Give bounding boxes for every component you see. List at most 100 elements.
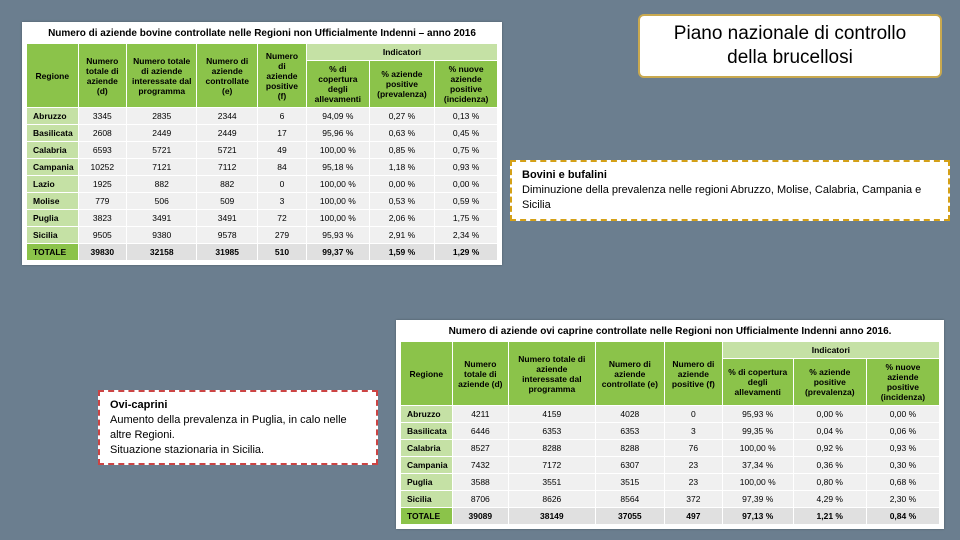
- table-ovicaprine-title: Numero di aziende ovi caprine controllat…: [400, 324, 940, 341]
- table-cell: 2,06 %: [369, 210, 435, 227]
- table-row: Abruzzo334528352344694,09 %0,27 %0,13 %: [27, 108, 498, 125]
- table-cell: 0,59 %: [435, 193, 498, 210]
- table-cell: 17: [257, 125, 306, 142]
- table-cell: 3: [257, 193, 306, 210]
- table-cell: 9380: [127, 227, 197, 244]
- table-cell: 3345: [78, 108, 126, 125]
- table-cell: 2,34 %: [435, 227, 498, 244]
- table-cell: 510: [257, 244, 306, 261]
- row-label: Abruzzo: [401, 406, 453, 423]
- table-cell: 6353: [509, 423, 596, 440]
- row-label: Calabria: [401, 440, 453, 457]
- table-cell: 99,37 %: [306, 244, 369, 261]
- table-cell: 94,09 %: [306, 108, 369, 125]
- table-cell: 95,18 %: [306, 159, 369, 176]
- table-cell: 4,29 %: [793, 491, 866, 508]
- table-cell: 8288: [595, 440, 664, 457]
- table-row: TOTALE39089381493705549797,13 %1,21 %0,8…: [401, 508, 940, 525]
- table-cell: 3491: [197, 210, 258, 227]
- table-cell: 0,80 %: [793, 474, 866, 491]
- table-cell: 0,63 %: [369, 125, 435, 142]
- table-cell: 0,27 %: [369, 108, 435, 125]
- table-cell: 372: [665, 491, 723, 508]
- table-cell: 6353: [595, 423, 664, 440]
- table-cell: 1925: [78, 176, 126, 193]
- table-cell: 2449: [127, 125, 197, 142]
- table-cell: 0,00 %: [866, 406, 939, 423]
- table-cell: 1,29 %: [435, 244, 498, 261]
- table-cell: 100,00 %: [722, 474, 793, 491]
- table-row: Basilicata644663536353399,35 %0,04 %0,06…: [401, 423, 940, 440]
- col-header-group: Indicatori: [722, 342, 939, 359]
- note-bovini: Bovini e bufalini Diminuzione della prev…: [510, 160, 950, 221]
- table-cell: 10252: [78, 159, 126, 176]
- table-row: Puglia38233491349172100,00 %2,06 %1,75 %: [27, 210, 498, 227]
- note-bovini-body: Diminuzione della prevalenza nelle regio…: [522, 183, 938, 213]
- table-cell: 497: [665, 508, 723, 525]
- row-label: Puglia: [401, 474, 453, 491]
- table-cell: 0,45 %: [435, 125, 498, 142]
- table-cell: 8288: [509, 440, 596, 457]
- col-header: Regione: [401, 342, 453, 406]
- table-cell: 0,00 %: [435, 176, 498, 193]
- row-label: Campania: [401, 457, 453, 474]
- table-cell: 32158: [127, 244, 197, 261]
- table-row: Sicilia87068626856437297,39 %4,29 %2,30 …: [401, 491, 940, 508]
- row-label: Sicilia: [27, 227, 79, 244]
- table-cell: 39089: [452, 508, 508, 525]
- table-cell: 97,39 %: [722, 491, 793, 508]
- table-cell: 49: [257, 142, 306, 159]
- row-label: Lazio: [27, 176, 79, 193]
- table-cell: 100,00 %: [306, 193, 369, 210]
- table-cell: 38149: [509, 508, 596, 525]
- table-cell: 9578: [197, 227, 258, 244]
- table-cell: 0,85 %: [369, 142, 435, 159]
- table-cell: 37,34 %: [722, 457, 793, 474]
- table-cell: 4159: [509, 406, 596, 423]
- table-row: Calabria65935721572149100,00 %0,85 %0,75…: [27, 142, 498, 159]
- table-cell: 0,92 %: [793, 440, 866, 457]
- col-header: Numero di aziende controllate (e): [595, 342, 664, 406]
- table-cell: 0,00 %: [793, 406, 866, 423]
- table-cell: 7172: [509, 457, 596, 474]
- table-cell: 6: [257, 108, 306, 125]
- table-ovicaprine: Numero di aziende ovi caprine controllat…: [396, 320, 944, 529]
- table-row: Abruzzo421141594028095,93 %0,00 %0,00 %: [401, 406, 940, 423]
- table-cell: 95,93 %: [722, 406, 793, 423]
- table-cell: 2608: [78, 125, 126, 142]
- table-cell: 5721: [127, 142, 197, 159]
- row-label: TOTALE: [401, 508, 453, 525]
- row-label: Basilicata: [401, 423, 453, 440]
- table-cell: 7432: [452, 457, 508, 474]
- table-cell: 0: [257, 176, 306, 193]
- col-header: % di copertura degli allevamenti: [722, 359, 793, 406]
- table-bovine-title: Numero di aziende bovine controllate nel…: [26, 26, 498, 43]
- col-header: Numero di aziende controllate (e): [197, 44, 258, 108]
- table-cell: 72: [257, 210, 306, 227]
- table-cell: 3823: [78, 210, 126, 227]
- table-cell: 2,91 %: [369, 227, 435, 244]
- table-cell: 1,18 %: [369, 159, 435, 176]
- table-cell: 76: [665, 440, 723, 457]
- table-cell: 37055: [595, 508, 664, 525]
- row-label: Basilicata: [27, 125, 79, 142]
- row-label: Sicilia: [401, 491, 453, 508]
- col-header-group: Indicatori: [306, 44, 497, 61]
- table-bovine-grid: Regione Numero totale di aziende (d) Num…: [26, 43, 498, 261]
- table-row: Puglia35883551351523100,00 %0,80 %0,68 %: [401, 474, 940, 491]
- table-cell: 1,59 %: [369, 244, 435, 261]
- table-cell: 509: [197, 193, 258, 210]
- col-header: % nuove aziende positive (incidenza): [866, 359, 939, 406]
- table-cell: 779: [78, 193, 126, 210]
- col-header: Regione: [27, 44, 79, 108]
- table-cell: 6593: [78, 142, 126, 159]
- table-cell: 0,53 %: [369, 193, 435, 210]
- table-cell: 100,00 %: [306, 210, 369, 227]
- table-cell: 0,93 %: [866, 440, 939, 457]
- table-cell: 5721: [197, 142, 258, 159]
- table-cell: 100,00 %: [306, 142, 369, 159]
- table-cell: 23: [665, 457, 723, 474]
- table-cell: 7121: [127, 159, 197, 176]
- table-row: Calabria85278288828876100,00 %0,92 %0,93…: [401, 440, 940, 457]
- table-cell: 0,06 %: [866, 423, 939, 440]
